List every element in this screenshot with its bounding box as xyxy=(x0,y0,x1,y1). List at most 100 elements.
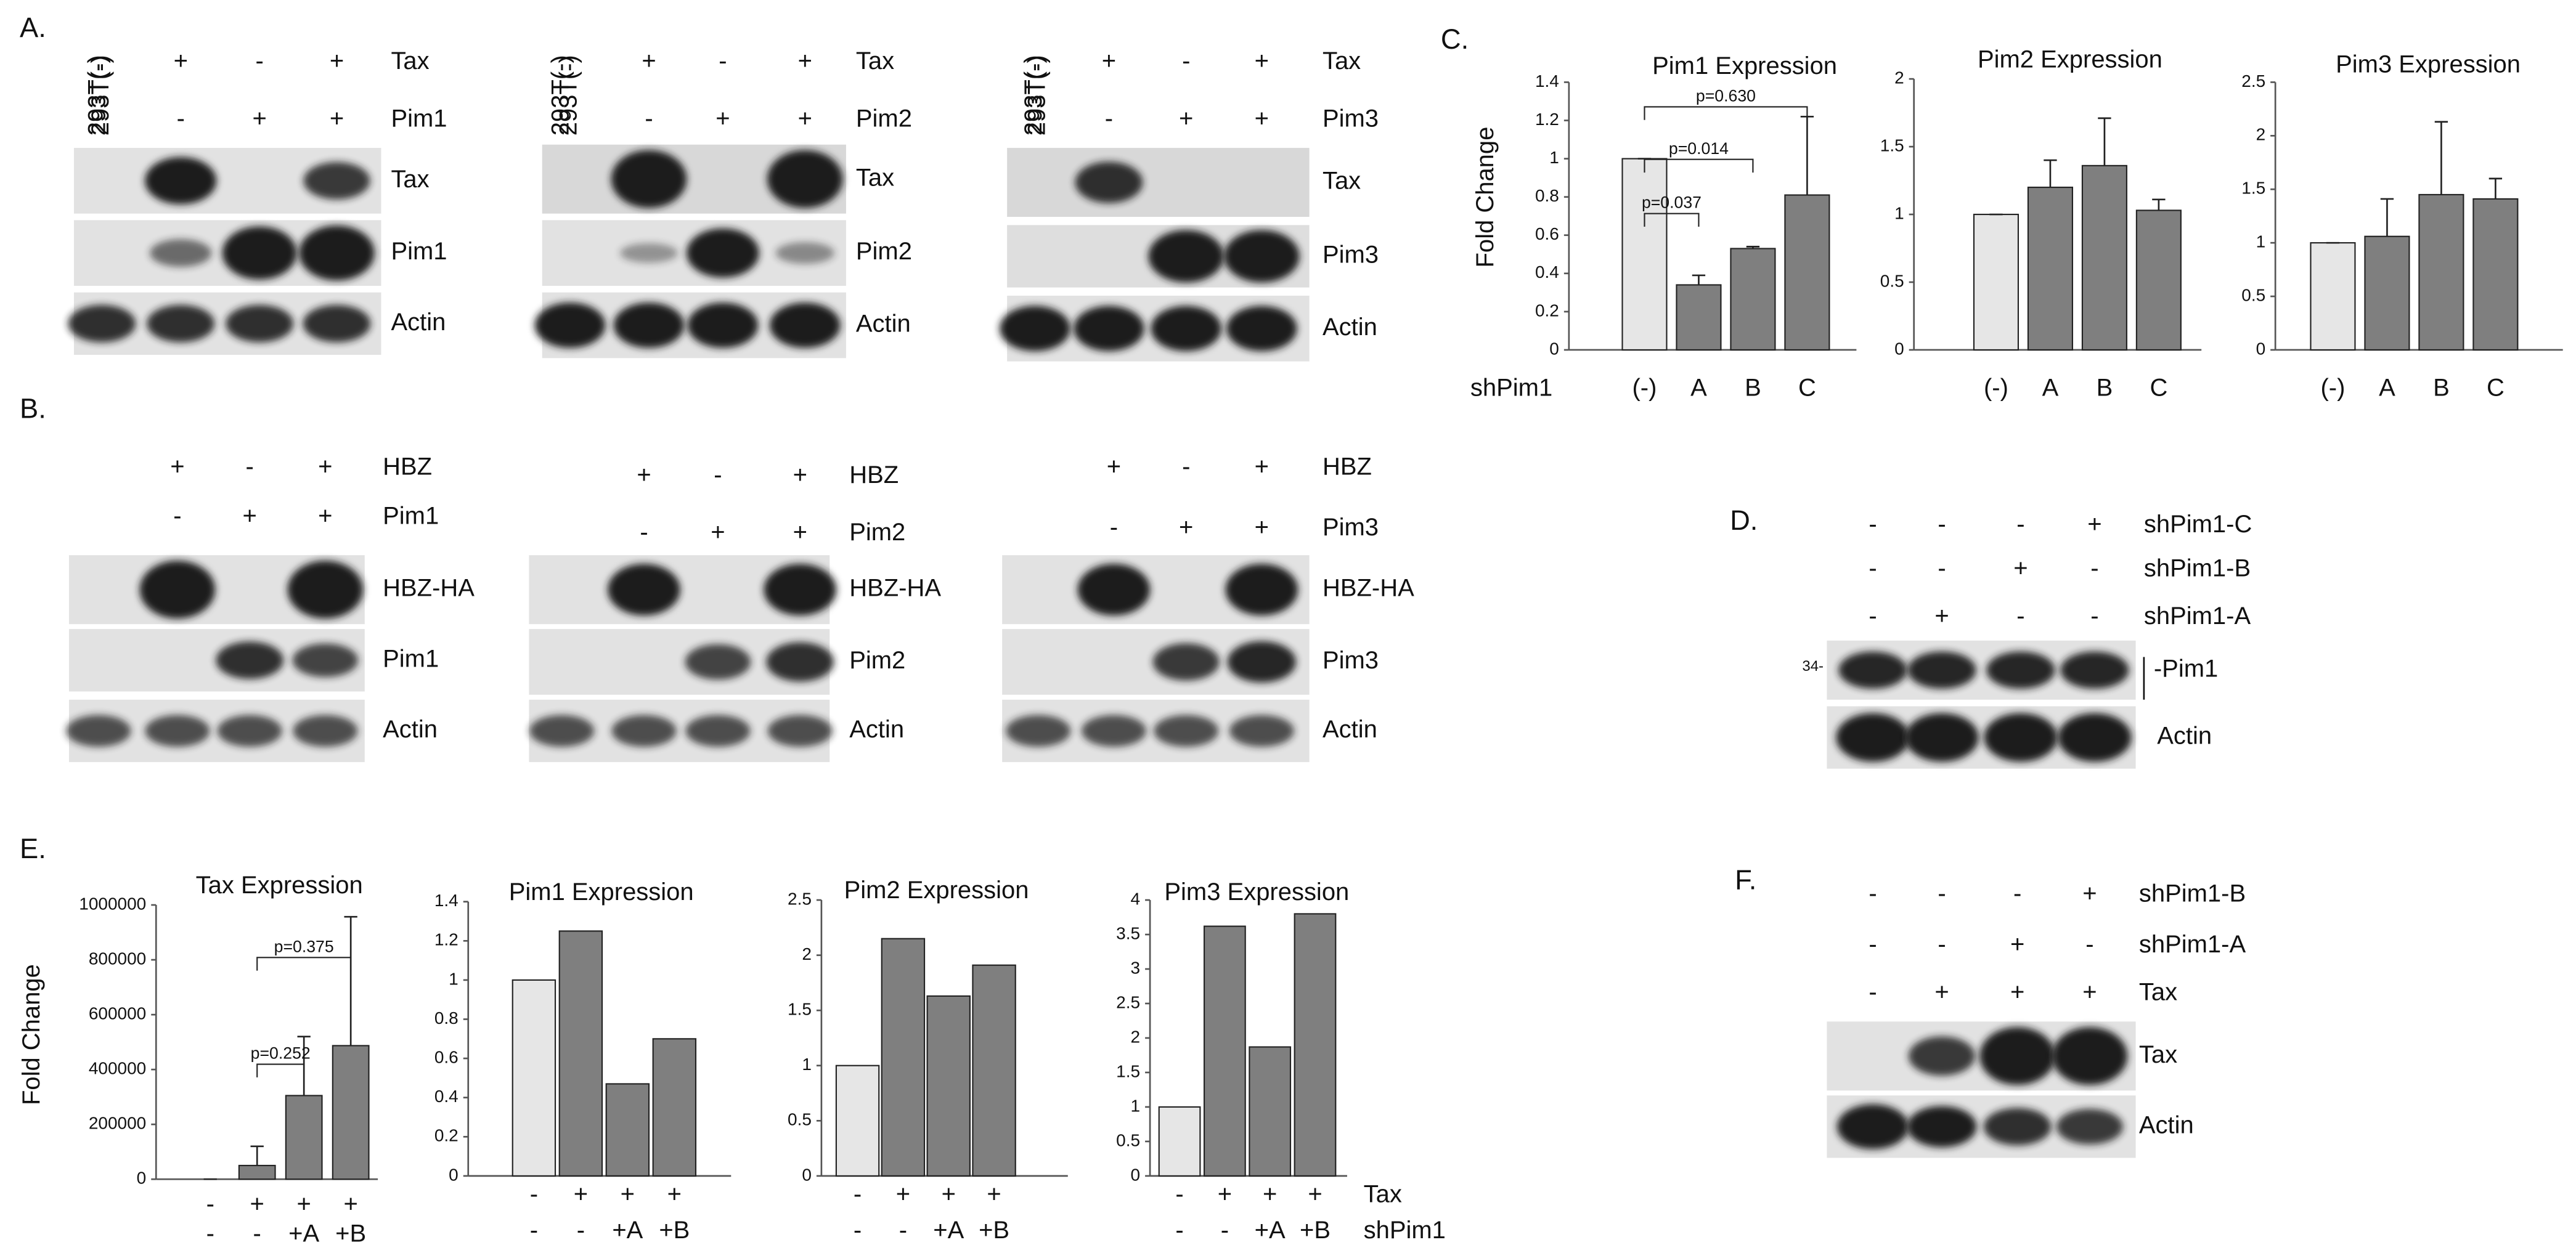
annotation: p=0.630 xyxy=(1696,86,1756,105)
sign: - xyxy=(1869,511,1877,538)
band xyxy=(226,304,294,343)
x-tick-label: A xyxy=(2379,375,2395,402)
bar xyxy=(1973,213,2020,351)
row-label: Pim1 xyxy=(383,502,439,529)
band xyxy=(767,150,843,208)
band-label: Actin xyxy=(1323,716,1377,743)
bar xyxy=(881,938,926,1177)
significance-bracket xyxy=(256,957,352,971)
x-tick-label: C xyxy=(1798,375,1816,402)
significance-bracket xyxy=(1644,106,1808,120)
band xyxy=(66,715,131,747)
chart-title: Pim2 Expression xyxy=(844,877,1029,904)
x-tick-label: (-) xyxy=(1632,375,1657,402)
band xyxy=(216,641,284,679)
bar xyxy=(1294,913,1337,1177)
band xyxy=(299,225,375,281)
bar xyxy=(2081,164,2127,351)
sign: + xyxy=(798,105,812,132)
band xyxy=(620,243,678,263)
y-tick-label: 0.8 xyxy=(1535,186,1559,205)
bar xyxy=(1784,194,1830,351)
x-tick-label: (-) xyxy=(2320,375,2345,402)
band-label: Pim2 xyxy=(856,238,912,265)
y-tick-label: 0 xyxy=(1549,339,1559,358)
band xyxy=(1986,651,2055,689)
sign: + xyxy=(1255,453,1269,480)
lane-header: 293T(-) xyxy=(547,55,574,136)
lane-header: 293T(-) xyxy=(1020,55,1047,136)
y-tick-label: 800000 xyxy=(89,949,146,968)
band-label: Actin xyxy=(391,309,446,336)
row-label: shPim1-C xyxy=(2144,511,2252,538)
sign: - xyxy=(1869,979,1877,1006)
band xyxy=(139,561,216,619)
sign: - xyxy=(1105,105,1113,132)
y-tick-label: 2 xyxy=(802,944,812,963)
sign: - xyxy=(2013,880,2021,907)
sign: - xyxy=(2090,602,2098,630)
y-tick-label: 2 xyxy=(1130,1027,1140,1046)
x-tick-label: +B xyxy=(1300,1217,1331,1244)
y-tick-label: 1 xyxy=(449,969,459,988)
bar xyxy=(285,1095,323,1180)
band xyxy=(1148,230,1225,283)
band xyxy=(769,302,841,348)
band-label: -Pim1 xyxy=(2154,655,2218,682)
bar xyxy=(652,1038,697,1177)
lane-header: 293T(-) xyxy=(1023,55,1050,136)
y-axis-label: Fold Change xyxy=(1472,127,1499,268)
sign: + xyxy=(243,502,257,529)
band xyxy=(1984,713,2058,762)
sign: - xyxy=(2016,511,2024,538)
band xyxy=(608,564,680,616)
band-label: Actin xyxy=(383,716,438,743)
panel-label: C. xyxy=(1441,23,1469,55)
x-tick-label: +A xyxy=(288,1220,319,1245)
x-tick-label: B xyxy=(1745,375,1761,402)
y-tick-label: 1.5 xyxy=(1116,1061,1140,1081)
band xyxy=(145,715,210,747)
bar xyxy=(2418,193,2464,351)
lane-header: 293T(-) xyxy=(87,55,114,136)
band xyxy=(1979,1027,2055,1085)
x-tick-label: A xyxy=(1690,375,1707,402)
x-tick-label: + xyxy=(896,1180,910,1207)
band xyxy=(1226,306,1297,352)
y-tick-label: 1.5 xyxy=(2241,179,2265,198)
band xyxy=(1907,1106,1977,1148)
y-tick-label: 1.4 xyxy=(434,891,459,910)
y-tick-label: 0.5 xyxy=(1116,1130,1140,1150)
significance-bracket xyxy=(256,1063,305,1077)
sign: + xyxy=(1255,105,1269,132)
chart-title: Pim1 Expression xyxy=(509,878,694,906)
sign: - xyxy=(173,502,181,529)
y-tick-label: 0.2 xyxy=(434,1126,459,1145)
row-label: Tax xyxy=(391,47,429,75)
sign: - xyxy=(256,47,264,75)
x-tick-label: + xyxy=(667,1180,682,1207)
band xyxy=(529,715,595,747)
y-tick-label: 2.5 xyxy=(788,889,812,908)
panel-label: A. xyxy=(20,12,46,43)
lane-header: 293T(-) xyxy=(84,55,111,136)
band-label: Actin xyxy=(2157,723,2212,750)
band xyxy=(1836,1104,1909,1150)
sign: - xyxy=(1938,555,1946,582)
sign: + xyxy=(318,502,332,529)
band xyxy=(222,226,297,280)
x-tick-label: + xyxy=(987,1180,1001,1207)
y-tick-label: 1 xyxy=(2256,232,2266,251)
y-tick-label: 0.5 xyxy=(2241,285,2265,304)
chart-title: Pim3 Expression xyxy=(2336,51,2521,78)
y-tick-label: 0 xyxy=(2256,339,2266,358)
y-tick-label: 2.5 xyxy=(2241,71,2265,91)
sign: - xyxy=(640,519,648,546)
x-tick-label: + xyxy=(297,1190,311,1217)
band xyxy=(292,643,359,678)
sign: - xyxy=(1938,880,1946,907)
band-label: Tax xyxy=(856,164,894,191)
sign: + xyxy=(318,453,332,480)
band xyxy=(685,715,751,747)
bar xyxy=(2364,235,2410,351)
